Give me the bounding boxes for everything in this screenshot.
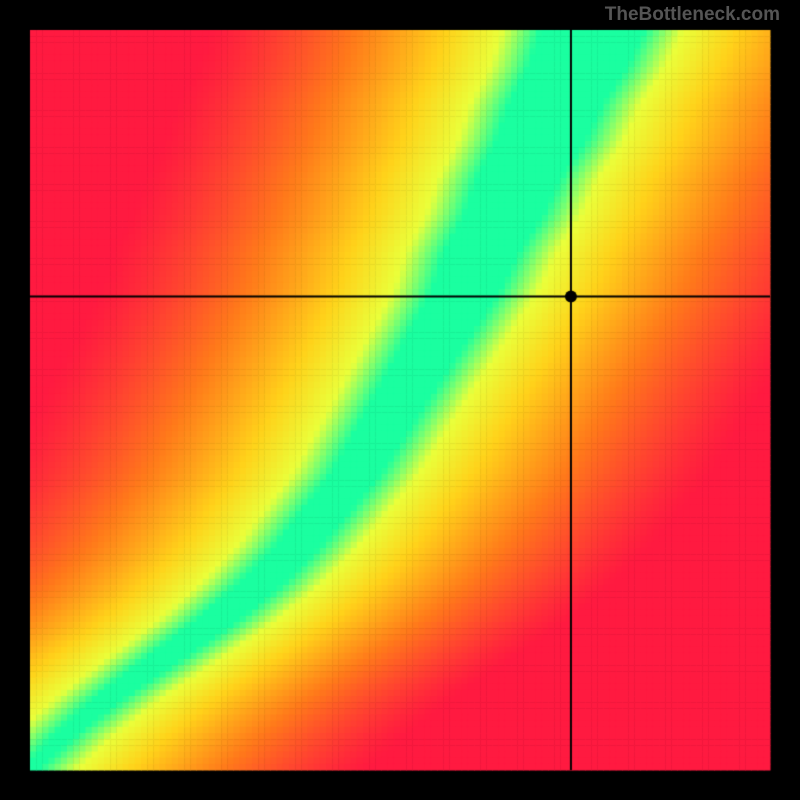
chart-container: TheBottleneck.com: [0, 0, 800, 800]
heatmap-canvas: [0, 0, 800, 800]
watermark-text: TheBottleneck.com: [605, 4, 780, 26]
